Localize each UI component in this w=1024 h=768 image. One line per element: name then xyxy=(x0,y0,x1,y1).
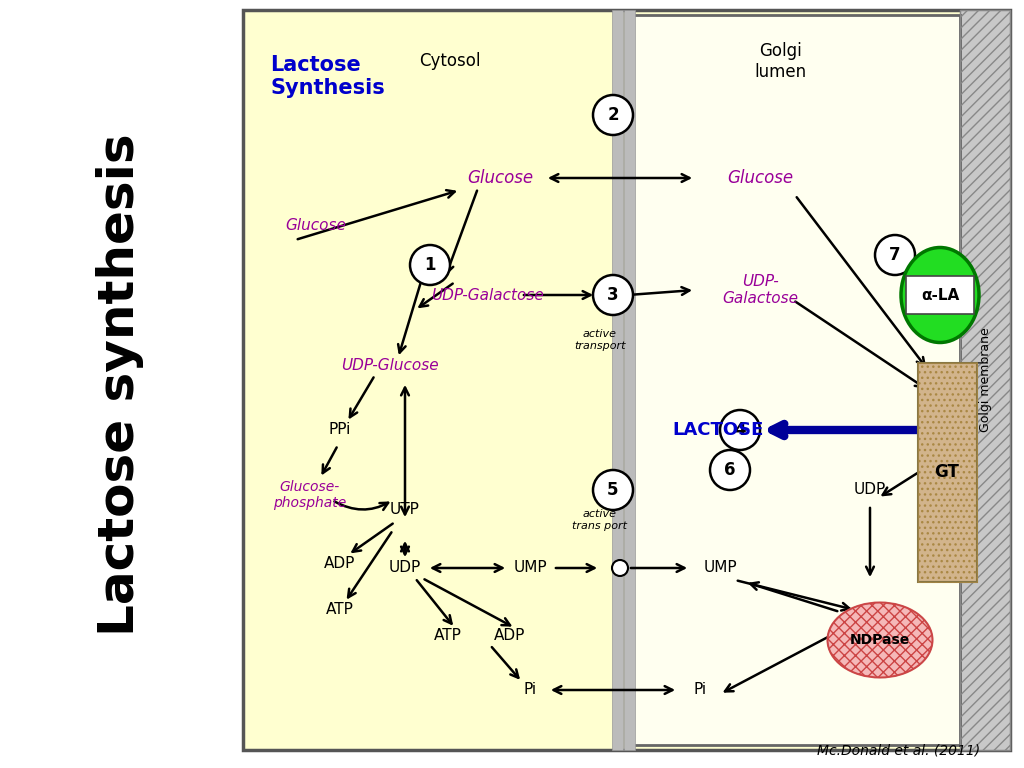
Text: active
transport: active transport xyxy=(574,329,626,351)
Text: UDP: UDP xyxy=(854,482,886,498)
Text: Lactose
Synthesis: Lactose Synthesis xyxy=(270,55,385,98)
Text: PPi: PPi xyxy=(329,422,351,438)
Text: Pi: Pi xyxy=(523,683,537,697)
Text: Mc.Donald et al. (2011): Mc.Donald et al. (2011) xyxy=(817,743,980,757)
Text: Cytosol: Cytosol xyxy=(419,52,480,70)
Text: Lactose synthesis: Lactose synthesis xyxy=(96,134,144,637)
Ellipse shape xyxy=(901,247,979,343)
Circle shape xyxy=(874,235,915,275)
Text: α-LA: α-LA xyxy=(921,287,959,303)
Text: UMP: UMP xyxy=(703,561,737,575)
Circle shape xyxy=(593,275,633,315)
FancyBboxPatch shape xyxy=(918,363,977,582)
Text: Golgi membrane: Golgi membrane xyxy=(979,328,991,432)
Text: 6: 6 xyxy=(724,461,736,479)
FancyBboxPatch shape xyxy=(624,10,635,750)
Text: LACTOSE: LACTOSE xyxy=(673,421,764,439)
Text: ATP: ATP xyxy=(326,603,354,617)
Text: UTP: UTP xyxy=(390,502,420,518)
Text: 5: 5 xyxy=(607,481,618,499)
Text: active
trans port: active trans port xyxy=(572,509,628,531)
Text: UDP-
Galactose: UDP- Galactose xyxy=(722,274,798,306)
Text: ATP: ATP xyxy=(434,627,462,643)
Text: Glucose: Glucose xyxy=(467,169,534,187)
Text: Glucose-
phosphate: Glucose- phosphate xyxy=(273,480,347,510)
Text: 4: 4 xyxy=(734,421,745,439)
Text: UDP-Galactose: UDP-Galactose xyxy=(431,287,544,303)
Text: NDPase: NDPase xyxy=(850,633,910,647)
Circle shape xyxy=(720,410,760,450)
Circle shape xyxy=(410,245,450,285)
Text: Glucose: Glucose xyxy=(285,217,346,233)
Text: ADP: ADP xyxy=(495,627,525,643)
Text: UDP: UDP xyxy=(389,561,421,575)
FancyBboxPatch shape xyxy=(612,10,623,750)
Text: UMP: UMP xyxy=(513,561,547,575)
FancyBboxPatch shape xyxy=(243,10,1010,750)
Circle shape xyxy=(612,560,628,576)
FancyBboxPatch shape xyxy=(632,15,961,745)
Circle shape xyxy=(593,470,633,510)
Text: 3: 3 xyxy=(607,286,618,304)
Text: GT: GT xyxy=(935,463,959,481)
Text: Glucose: Glucose xyxy=(727,169,793,187)
FancyBboxPatch shape xyxy=(961,10,1010,750)
Text: 2: 2 xyxy=(607,106,618,124)
Text: Golgi
lumen: Golgi lumen xyxy=(754,42,806,81)
FancyBboxPatch shape xyxy=(906,276,974,314)
Circle shape xyxy=(612,287,628,303)
Text: 7: 7 xyxy=(889,246,901,264)
Text: Pi: Pi xyxy=(693,683,707,697)
Text: ADP: ADP xyxy=(325,555,355,571)
Ellipse shape xyxy=(827,603,933,677)
Text: 1: 1 xyxy=(424,256,436,274)
Circle shape xyxy=(593,95,633,135)
Text: UDP-Glucose: UDP-Glucose xyxy=(341,357,439,372)
Circle shape xyxy=(710,450,750,490)
